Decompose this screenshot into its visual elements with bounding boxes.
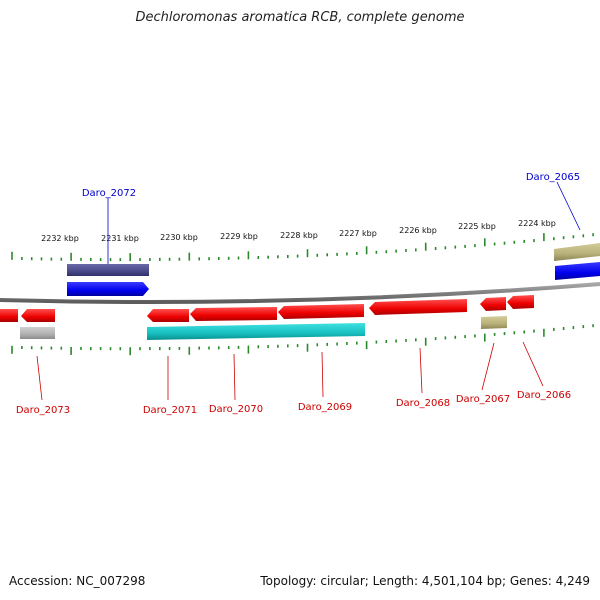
operon-bar-olive[interactable] — [554, 243, 600, 261]
tick-marks-upper — [11, 233, 594, 262]
gene-label-daro-2066[interactable]: Daro_2066 — [517, 390, 571, 401]
leader-line-daro-2068 — [419, 347, 423, 394]
gene-arrow-daro-2067[interactable] — [480, 297, 506, 311]
gene-label-daro-2068[interactable]: Daro_2068 — [396, 398, 450, 409]
scale-labels: 2232 kbp 2231 kbp 2230 kbp 2229 kbp 2228… — [41, 219, 556, 243]
gene-arrow-daro-2066[interactable] — [507, 295, 534, 309]
gene-arrow-daro-2069[interactable] — [278, 304, 364, 319]
accession-text: Accession: NC_007298 — [9, 574, 146, 588]
leader-line-daro-2070 — [233, 353, 236, 401]
gene-labels: Daro_2072 Daro_2065 Daro_2073 Daro_2071 … — [16, 172, 580, 416]
leader-line-daro-2066 — [522, 341, 544, 387]
gene-label-daro-2072[interactable]: Daro_2072 — [82, 188, 136, 199]
leader-lines — [36, 181, 581, 401]
gene-arrow-daro-2065[interactable] — [555, 262, 600, 280]
leader-line-daro-2073 — [36, 355, 43, 401]
gene-label-daro-2073[interactable]: Daro_2073 — [16, 405, 70, 416]
scale-label: 2231 kbp — [101, 234, 139, 243]
operon-bar-cyan[interactable] — [147, 323, 365, 340]
tick-marks-lower — [11, 324, 594, 356]
operon-bar-navy[interactable] — [67, 264, 149, 276]
scale-label: 2225 kbp — [458, 222, 496, 231]
gene-label-daro-2070[interactable]: Daro_2070 — [209, 404, 263, 415]
gene-label-daro-2065[interactable]: Daro_2065 — [526, 172, 580, 183]
scale-label: 2230 kbp — [160, 233, 198, 242]
operon-bar-gray[interactable] — [20, 327, 55, 339]
genome-backbone — [0, 282, 600, 304]
gene-label-daro-2067[interactable]: Daro_2067 — [456, 394, 510, 405]
scale-label: 2226 kbp — [399, 226, 437, 235]
gene-arrow-daro-2071[interactable] — [147, 309, 189, 322]
operon-bars — [20, 243, 600, 340]
scale-label: 2228 kbp — [280, 231, 318, 240]
scale-label: 2224 kbp — [518, 219, 556, 228]
gene-arrow-daro-2070[interactable] — [190, 307, 277, 321]
leader-line-daro-2065 — [556, 181, 581, 231]
reverse-genes — [0, 295, 534, 322]
scale-label: 2229 kbp — [220, 232, 258, 241]
gene-arrow-daro-2068[interactable] — [369, 299, 467, 315]
leader-line-daro-2067 — [481, 342, 495, 391]
gene-arrow-partial[interactable] — [0, 309, 18, 322]
gene-arrow-daro-2073[interactable] — [21, 309, 55, 322]
forward-genes — [67, 262, 600, 296]
leader-line-daro-2069 — [321, 351, 324, 398]
scale-label: 2227 kbp — [339, 229, 377, 238]
operon-bar-olive[interactable] — [481, 316, 507, 329]
page-title: Dechloromonas aromatica RCB, complete ge… — [135, 10, 465, 25]
gene-label-daro-2071[interactable]: Daro_2071 — [143, 405, 197, 416]
scale-label: 2232 kbp — [41, 234, 79, 243]
gene-label-daro-2069[interactable]: Daro_2069 — [298, 402, 352, 413]
gene-arrow-daro-2072[interactable] — [67, 282, 149, 296]
genome-summary-text: Topology: circular; Length: 4,501,104 bp… — [260, 574, 590, 588]
